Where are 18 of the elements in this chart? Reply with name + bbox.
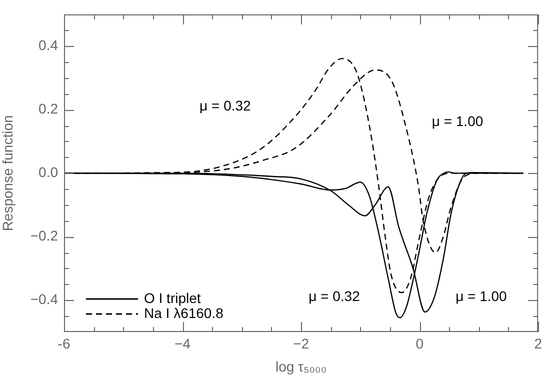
x-tick-label: 0 — [416, 335, 424, 352]
y-tick-label: −0.4 — [30, 291, 58, 308]
y-tick-label: 0.2 — [38, 100, 58, 117]
annotation: μ = 0.32 — [308, 288, 360, 304]
x-axis-title: log τ₅₀₀₀ — [275, 358, 327, 374]
x-tick-label: 2 — [534, 335, 542, 352]
legend-label: Na I λ6160.8 — [144, 304, 224, 321]
y-tick-label: 0.4 — [38, 37, 58, 54]
legend-label: O I triplet — [144, 290, 201, 306]
annotation: μ = 1.00 — [432, 113, 484, 130]
x-tick-label: −2 — [293, 335, 310, 352]
y-tick-label: −0.2 — [30, 228, 58, 244]
x-tick-label: -6 — [58, 335, 70, 352]
annotation: μ = 1.00 — [456, 288, 508, 304]
x-tick-label: −4 — [174, 335, 191, 352]
annotation: μ = 0.32 — [200, 97, 252, 114]
y-tick-label: 0.0 — [38, 164, 58, 180]
y-axis-title: Response function — [0, 115, 16, 232]
